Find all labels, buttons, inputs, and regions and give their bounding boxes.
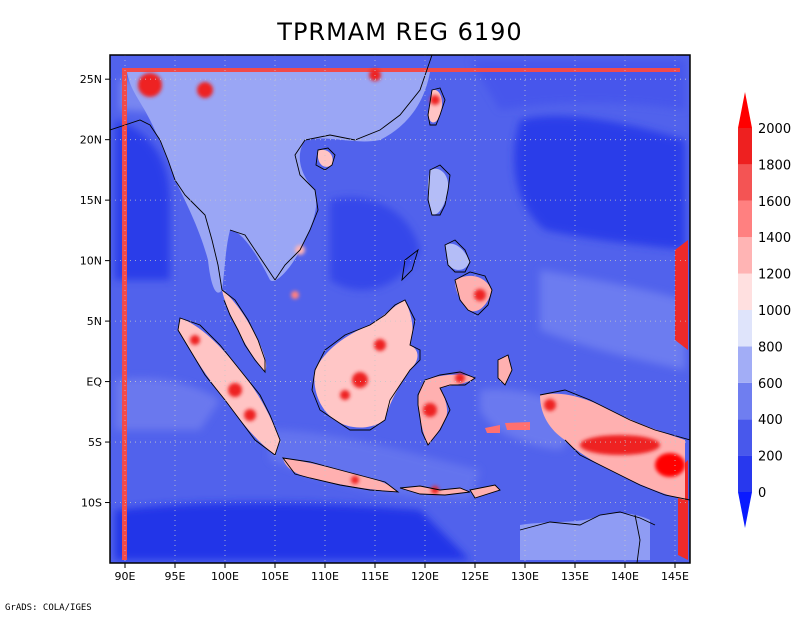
colorbar-label: 2000 (758, 122, 791, 137)
lat-axis: 25N 20N 15N 10N 5N EQ 5S 10S (80, 73, 110, 510)
lon-tick-label: 120E (411, 570, 439, 583)
lon-tick-label: 125E (461, 570, 489, 583)
colorbar-label: 1400 (758, 231, 791, 246)
lat-tick-label: 25N (80, 73, 102, 86)
lat-tick-label: 20N (80, 134, 102, 147)
lon-tick-label: 105E (261, 570, 289, 583)
colorbar-segment (738, 419, 752, 456)
graticule (110, 55, 690, 563)
colorbar-label: 1000 (758, 304, 791, 319)
lat-tick-label: 5N (87, 315, 102, 328)
lon-tick-label: 90E (115, 570, 136, 583)
lon-tick-label: 100E (211, 570, 239, 583)
lon-tick-label: 140E (611, 570, 639, 583)
colorbar-segment (738, 200, 752, 238)
lon-tick-label: 95E (165, 570, 186, 583)
colorbar-label: 1600 (758, 195, 791, 210)
colorbar-label: 400 (758, 413, 783, 428)
colorbar-label: 800 (758, 340, 783, 355)
lon-tick-label: 145E (661, 570, 689, 583)
boundary-strip-west (122, 68, 127, 560)
lon-tick-label: 135E (561, 570, 589, 583)
lat-tick-label: 5S (88, 436, 102, 449)
colorbar-label: 1800 (758, 158, 791, 173)
colorbar-label: 0 (758, 486, 766, 501)
map-frame-border (109, 54, 691, 564)
colorbar-arrow-low (738, 492, 752, 528)
colorbar-segment (738, 455, 752, 492)
colorbar-segment (738, 164, 752, 201)
colorbar-segment (738, 346, 752, 383)
page-title: TPRMAM REG 6190 (277, 18, 523, 46)
lat-tick-label: EQ (86, 376, 102, 389)
lat-tick-label: 10N (80, 255, 102, 268)
lon-tick-label: 110E (311, 570, 339, 583)
lat-tick-label: 10S (81, 497, 102, 510)
colorbar-segment (738, 382, 752, 420)
precip-hotspots (138, 69, 685, 494)
boundary-strip-north (122, 68, 680, 72)
lon-axis: 90E 95E 100E 105E 110E 115E 120E 125E 130E 135E 14… (115, 563, 689, 583)
colorbar-segment (738, 237, 752, 274)
lat-tick-label: 15N (80, 194, 102, 207)
colorbar-segment (738, 310, 752, 347)
colorbar-segment (738, 273, 752, 310)
colorbar-label: 600 (758, 377, 783, 392)
credit-text: GrADS: COLA/IGES (5, 603, 92, 613)
colorbar: 0 200 400 600 800 1000 1200 1400 1600 1800 2000 (738, 92, 791, 528)
lon-tick-label: 115E (361, 570, 389, 583)
colorbar-label: 1200 (758, 268, 791, 283)
colorbar-label: 200 (758, 450, 783, 465)
lon-tick-label: 130E (511, 570, 539, 583)
colorbar-arrow-high (738, 92, 752, 128)
colorbar-segment (738, 128, 752, 165)
precipitation-field (110, 55, 690, 563)
